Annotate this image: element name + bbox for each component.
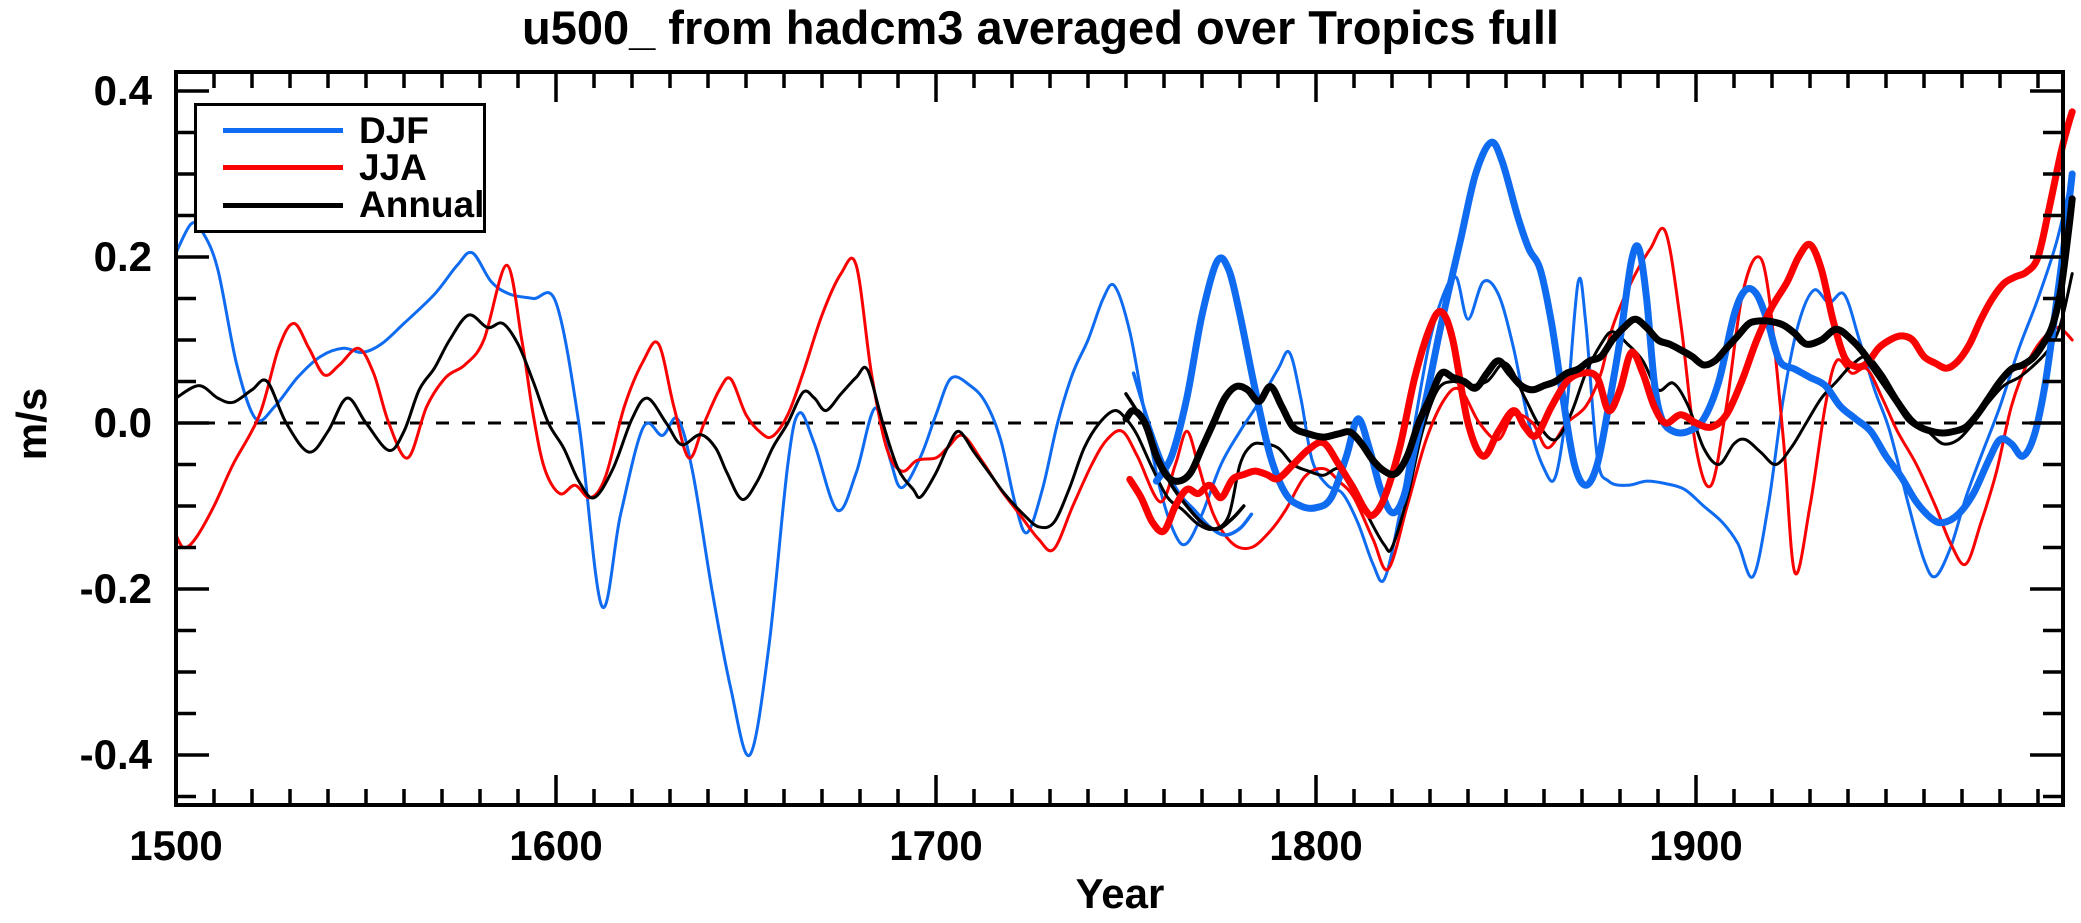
jja-line-icon — [223, 165, 343, 171]
y-tick-label-0.0: 0.0 — [94, 399, 152, 446]
axis-frame — [174, 70, 2065, 807]
x-tick-label-1800: 1800 — [1269, 822, 1362, 869]
djf-line-icon — [223, 128, 343, 134]
x-tick-label-1600: 1600 — [509, 822, 602, 869]
series-jja-1 — [174, 226, 2074, 576]
x-tick-label-1900: 1900 — [1649, 822, 1742, 869]
legend-row-djf: DJF — [223, 109, 483, 151]
chart-title: u500_ from hadcm3 averaged over Tropics … — [521, 1, 1559, 54]
series-annual-2 — [174, 272, 2074, 553]
legend-label-djf: DJF — [359, 109, 429, 151]
legend-label-annual: Annual — [359, 184, 485, 226]
series-annual-7 — [1122, 195, 2076, 485]
legend-row-jja: JJA — [223, 146, 483, 188]
y-tick-label-0.4: 0.4 — [94, 67, 153, 114]
legend-row-annual: Annual — [223, 184, 485, 226]
series-jja-6 — [1126, 108, 2076, 536]
x-tick-label-1500: 1500 — [129, 822, 222, 869]
series-djf-0 — [174, 172, 2074, 758]
legend-label-jja: JJA — [359, 146, 427, 188]
y-tick-label--0.2: -0.2 — [80, 565, 152, 612]
x-axis-label: Year — [1075, 870, 1165, 917]
annual-line-icon — [223, 202, 343, 208]
y-tick-label-0.2: 0.2 — [94, 233, 152, 280]
x-tick-label-1700: 1700 — [889, 822, 982, 869]
y-tick-label--0.4: -0.4 — [80, 731, 153, 778]
series-djf-5 — [1152, 138, 2076, 527]
legend: DJF JJA Annual — [194, 103, 486, 233]
